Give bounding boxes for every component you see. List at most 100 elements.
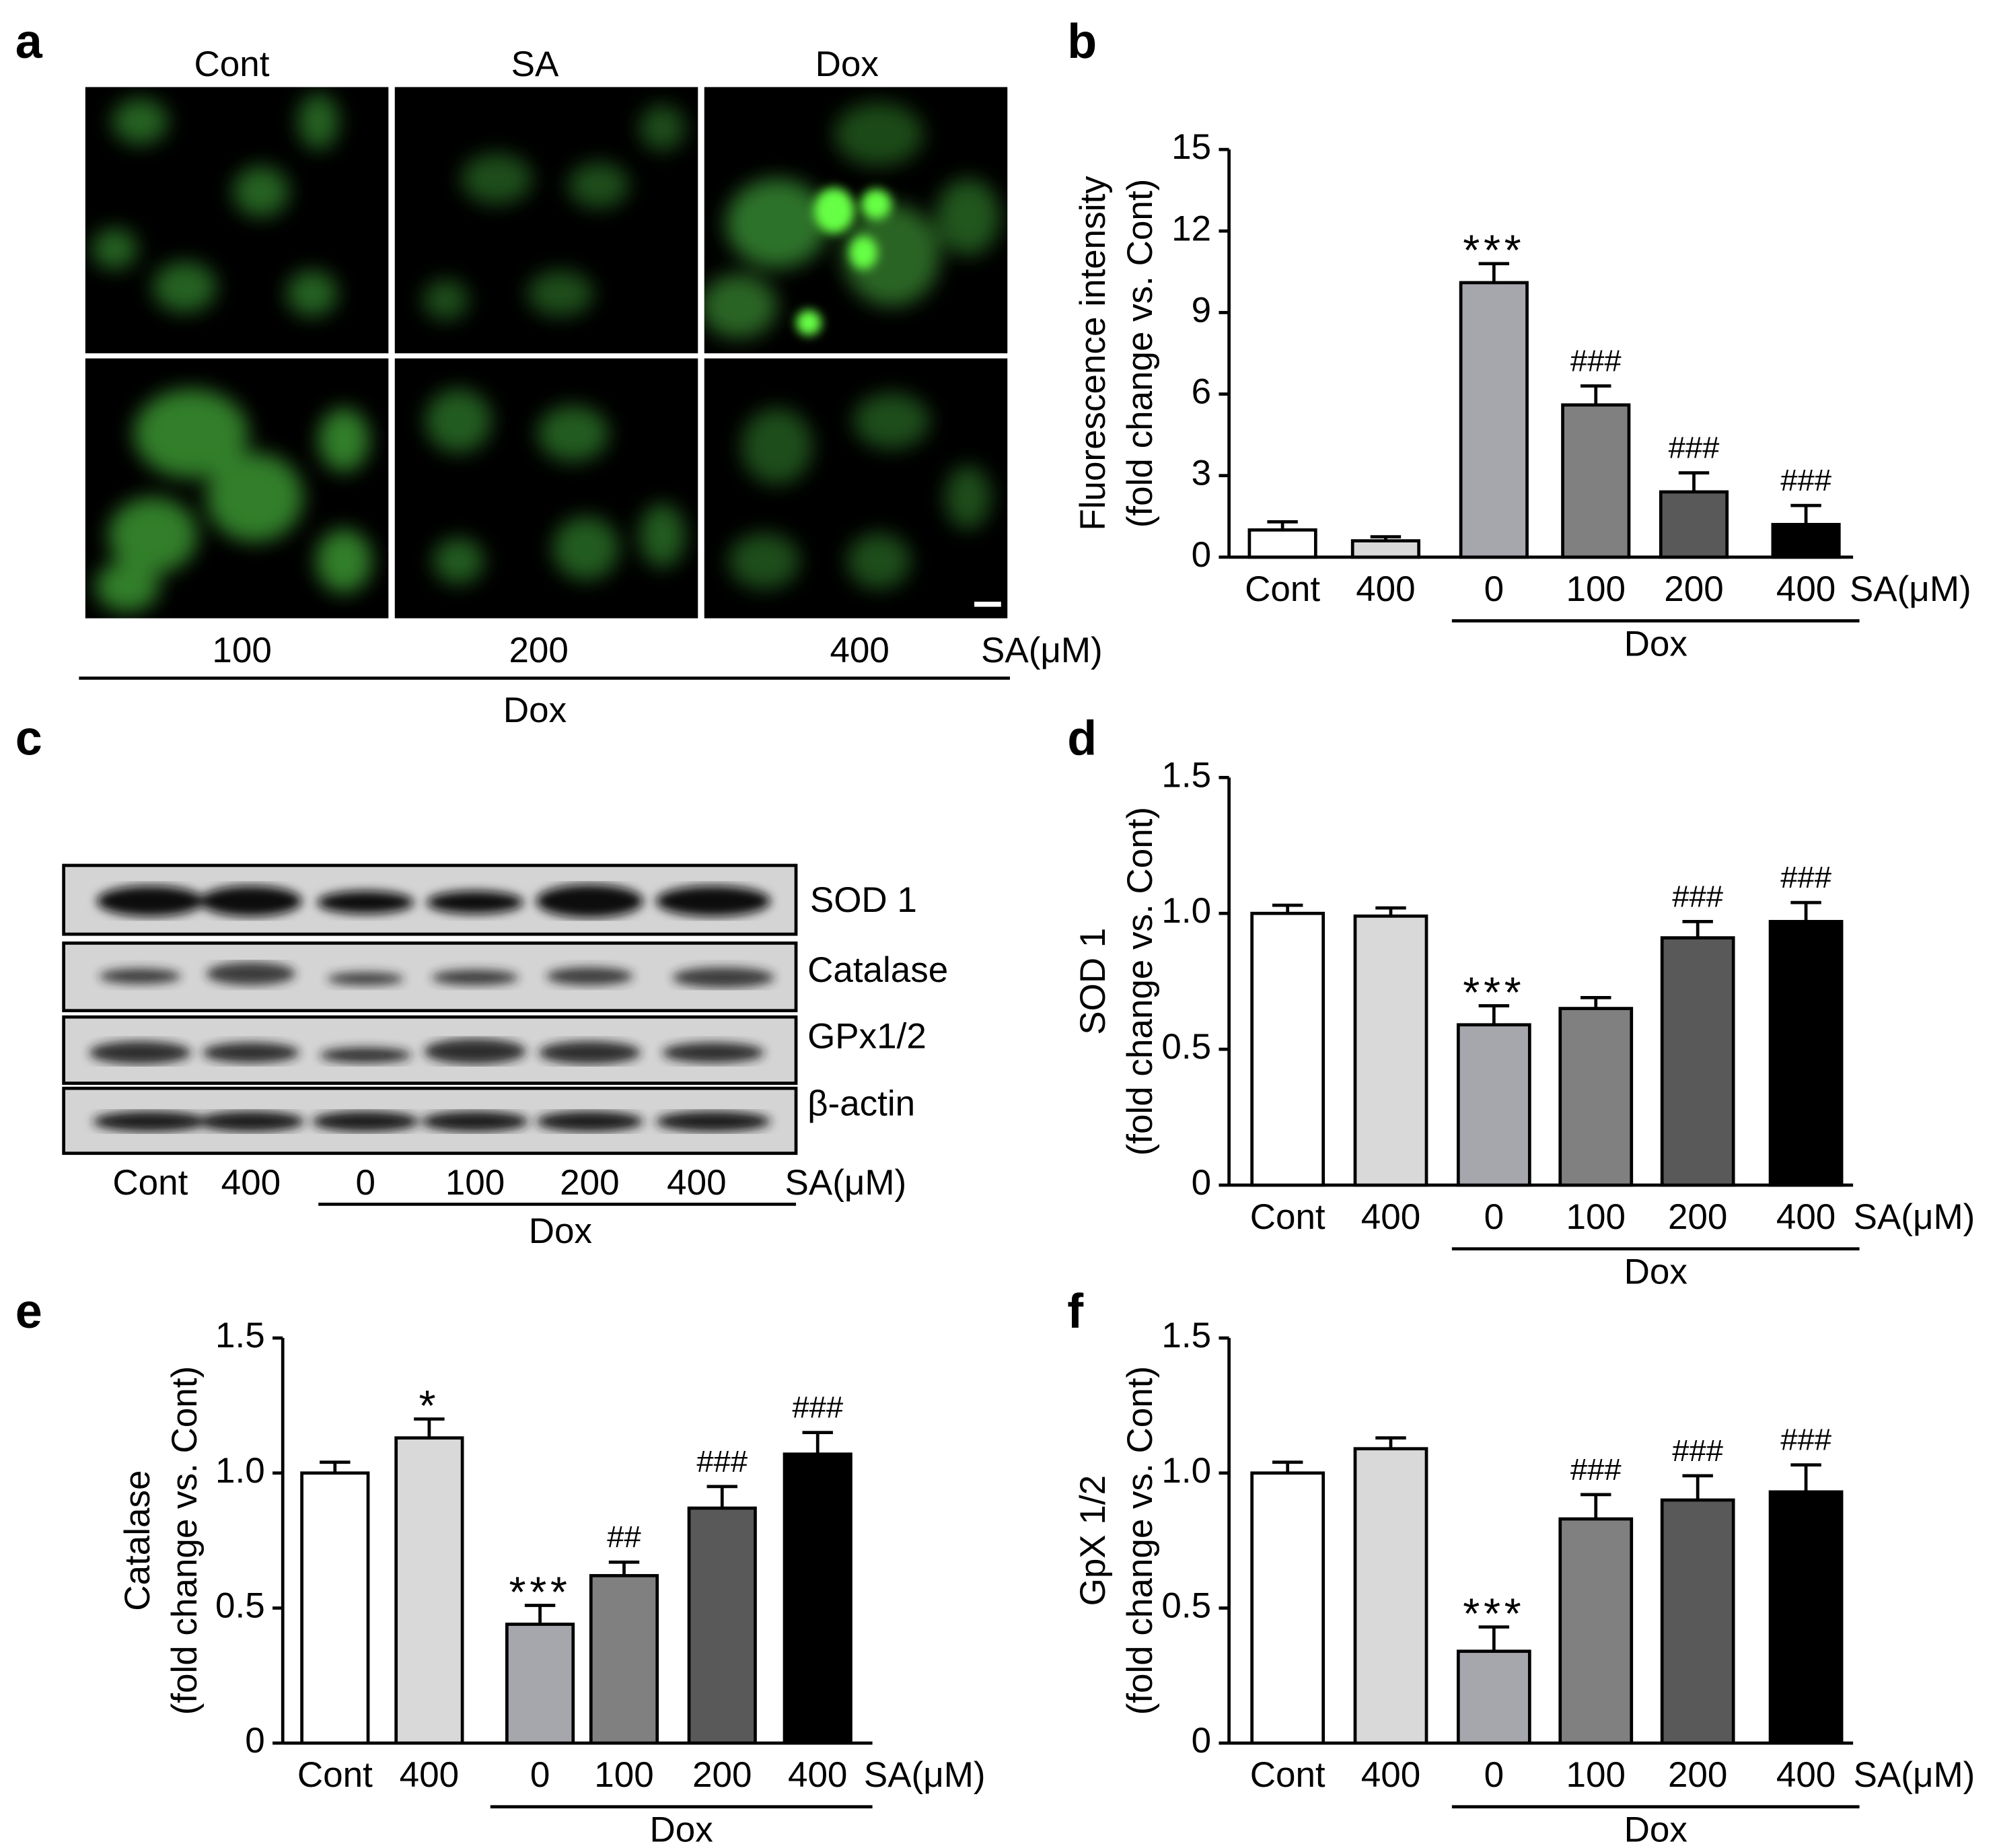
y-tick-label: 0.5: [215, 1586, 265, 1625]
bar: [1558, 1517, 1634, 1745]
lane-label: 0: [356, 1163, 375, 1203]
x-tick-label: Cont: [1245, 569, 1320, 609]
micrographs: [79, 87, 1011, 680]
bar: [1659, 490, 1729, 559]
unit-label: SA(μM): [981, 631, 1103, 670]
x-tick-label: 200: [692, 1755, 752, 1795]
bar: [1660, 936, 1735, 1187]
y-tick-label: 0.5: [1161, 1586, 1211, 1625]
lane-label: 400: [221, 1163, 281, 1203]
y-tick-label: 6: [1192, 372, 1211, 412]
x-tick-label: 200: [1668, 1755, 1727, 1795]
x-tick-label: 200: [1664, 569, 1723, 609]
group-label: Dox: [1624, 624, 1687, 664]
x-tick-label: Cont: [1250, 1197, 1326, 1237]
unit-label: SA(μM): [1854, 1197, 1975, 1237]
y-axis-label: (fold change vs. Cont): [1120, 1366, 1160, 1715]
significance-label: ***: [1463, 226, 1525, 275]
significance-label: ###: [1780, 1423, 1832, 1457]
y-tick-label: 1.0: [1161, 1451, 1211, 1491]
panel-letter: a: [15, 15, 43, 69]
x-tick-label: 100: [594, 1755, 653, 1795]
bar: [687, 1506, 757, 1745]
y-tick-label: 1.5: [1161, 1316, 1211, 1355]
column-label: Dox: [815, 44, 879, 84]
bar: [300, 1471, 370, 1745]
y-axis-label: Fluorescence intensity: [1073, 176, 1113, 531]
x-tick-label: 400: [400, 1755, 459, 1795]
unit-label: SA(μM): [864, 1755, 986, 1795]
x-tick-label: 0: [1484, 569, 1504, 609]
x-tick-label: 200: [1668, 1197, 1727, 1237]
band-label: SOD 1: [810, 880, 917, 920]
y-axis-label: (fold change vs. Cont): [1120, 179, 1160, 528]
panel-letter: d: [1067, 711, 1097, 765]
y-tick-label: 1.0: [1161, 891, 1211, 931]
significance-label: ###: [792, 1390, 844, 1425]
panel-letter: f: [1067, 1285, 1084, 1339]
significance-label: ***: [1463, 1589, 1525, 1637]
group-label: Dox: [1624, 1810, 1687, 1848]
bar: [783, 1452, 852, 1745]
x-tick-label: 0: [1484, 1755, 1504, 1795]
y-axis-label: (fold change vs. Cont): [1120, 807, 1160, 1156]
significance-label: ###: [1570, 1452, 1622, 1487]
y-tick-label: 1.5: [215, 1316, 265, 1355]
significance-label: ###: [1672, 879, 1724, 913]
group-label: Dox: [1624, 1252, 1687, 1292]
significance-label: ###: [1780, 860, 1832, 894]
lane-label: 200: [560, 1163, 619, 1203]
x-tick-label: 400: [1776, 569, 1836, 609]
bar: [1558, 1007, 1634, 1187]
significance-label: ###: [1780, 463, 1832, 497]
x-tick-label: 0: [1484, 1197, 1504, 1237]
group-label: Dox: [529, 1211, 592, 1251]
band-label: Catalase: [807, 950, 948, 990]
x-tick-label: 400: [788, 1755, 847, 1795]
bar: [1247, 528, 1317, 559]
row-label: 200: [509, 631, 568, 670]
bar: [394, 1436, 464, 1745]
bar: [1768, 1490, 1844, 1745]
x-tick-label: 100: [1566, 1197, 1626, 1237]
lane-label: Cont: [112, 1163, 188, 1203]
unit-label: SA(μM): [1850, 569, 1971, 609]
significance-label: *: [419, 1381, 440, 1429]
y-axis-label: SOD 1: [1073, 928, 1113, 1035]
bar: [1250, 911, 1326, 1187]
y-tick-label: 0: [245, 1721, 264, 1761]
row-label: 100: [212, 631, 271, 670]
significance-label: ###: [1570, 343, 1622, 378]
significance-label: ***: [1463, 968, 1525, 1016]
y-tick-label: 0: [1192, 535, 1211, 575]
lane-label: 400: [667, 1163, 726, 1203]
bar: [1768, 919, 1844, 1187]
lane-label: 100: [445, 1163, 505, 1203]
bar: [1456, 1649, 1531, 1745]
x-tick-label: 400: [1361, 1755, 1420, 1795]
row-label: 400: [830, 631, 889, 670]
bar: [1250, 1471, 1326, 1745]
y-axis-label: GpX 1/2: [1073, 1475, 1113, 1606]
group-label: Dox: [503, 690, 567, 730]
bar: [1456, 1023, 1531, 1187]
panel-letter: c: [15, 711, 42, 765]
x-tick-label: Cont: [1250, 1755, 1326, 1795]
column-label: SA: [511, 44, 559, 84]
significance-label: ###: [1672, 1433, 1724, 1468]
x-tick-label: 400: [1356, 569, 1415, 609]
bar: [1459, 281, 1529, 559]
bar: [1353, 914, 1428, 1187]
y-tick-label: 1.5: [1161, 755, 1211, 795]
bar: [1660, 1498, 1735, 1745]
y-tick-label: 12: [1171, 209, 1211, 248]
x-tick-label: 400: [1776, 1197, 1836, 1237]
y-tick-label: 15: [1171, 127, 1211, 167]
bar: [505, 1623, 575, 1745]
significance-label: ###: [1669, 431, 1720, 465]
y-axis-label: Catalase: [118, 1470, 157, 1611]
y-tick-label: 0: [1192, 1721, 1211, 1761]
band-label: GPx1/2: [807, 1016, 927, 1056]
column-label: Cont: [194, 44, 270, 84]
bar: [1771, 523, 1841, 559]
